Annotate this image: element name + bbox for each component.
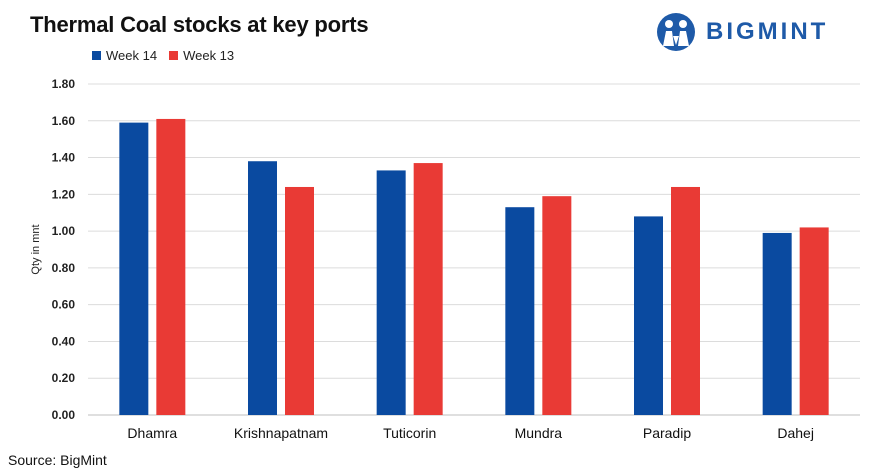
chart-legend: Week 14 Week 13 <box>92 48 246 63</box>
source-note: Source: BigMint <box>8 452 107 468</box>
bar-week-14 <box>762 232 792 415</box>
bigmint-logo-icon <box>657 13 695 51</box>
bar-week-13 <box>413 163 443 415</box>
y-tick-label: 1.00 <box>52 224 76 238</box>
x-tick-label: Krishnapatnam <box>234 425 328 441</box>
x-tick-label: Dahej <box>777 425 814 441</box>
y-tick-label: 0.60 <box>52 298 76 312</box>
legend-label-week-13: Week 13 <box>183 48 235 63</box>
bar-week-13 <box>799 227 829 415</box>
legend-swatch-week-14 <box>92 51 101 60</box>
bar-week-14 <box>376 170 406 415</box>
legend-item-week-13: Week 13 <box>169 48 234 63</box>
bar-week-14 <box>119 122 149 415</box>
y-tick-label: 0.20 <box>52 371 76 385</box>
bar-week-14 <box>634 216 663 415</box>
legend-label-week-14: Week 14 <box>106 48 158 63</box>
x-tick-label: Paradip <box>643 425 691 441</box>
x-tick-label: Mundra <box>515 425 563 441</box>
chart-title: Thermal Coal stocks at key ports <box>30 12 369 37</box>
bar-week-14 <box>505 207 535 415</box>
y-tick-label: 1.20 <box>52 187 76 201</box>
y-tick-label: 0.40 <box>52 334 76 348</box>
legend-item-week-14: Week 14 <box>92 48 157 63</box>
bar-week-13 <box>156 118 186 415</box>
bar-week-13 <box>671 186 700 415</box>
bar-week-13 <box>542 196 572 415</box>
y-tick-label: 1.80 <box>52 77 76 91</box>
x-tick-label: Dhamra <box>127 425 177 441</box>
y-tick-label: 1.60 <box>52 114 76 128</box>
y-tick-label: 0.00 <box>52 408 76 422</box>
x-tick-label: Tuticorin <box>383 425 436 441</box>
legend-swatch-week-13 <box>169 51 179 60</box>
bar-week-14 <box>248 161 277 415</box>
bar-week-13 <box>285 186 314 415</box>
bigmint-logo: BIGMINT <box>656 10 866 54</box>
y-tick-label: 0.80 <box>52 261 76 275</box>
bigmint-logo-text: BIGMINT <box>706 18 829 45</box>
y-tick-label: 1.40 <box>52 151 76 165</box>
y-axis-title: Qty in mnt <box>30 224 42 274</box>
